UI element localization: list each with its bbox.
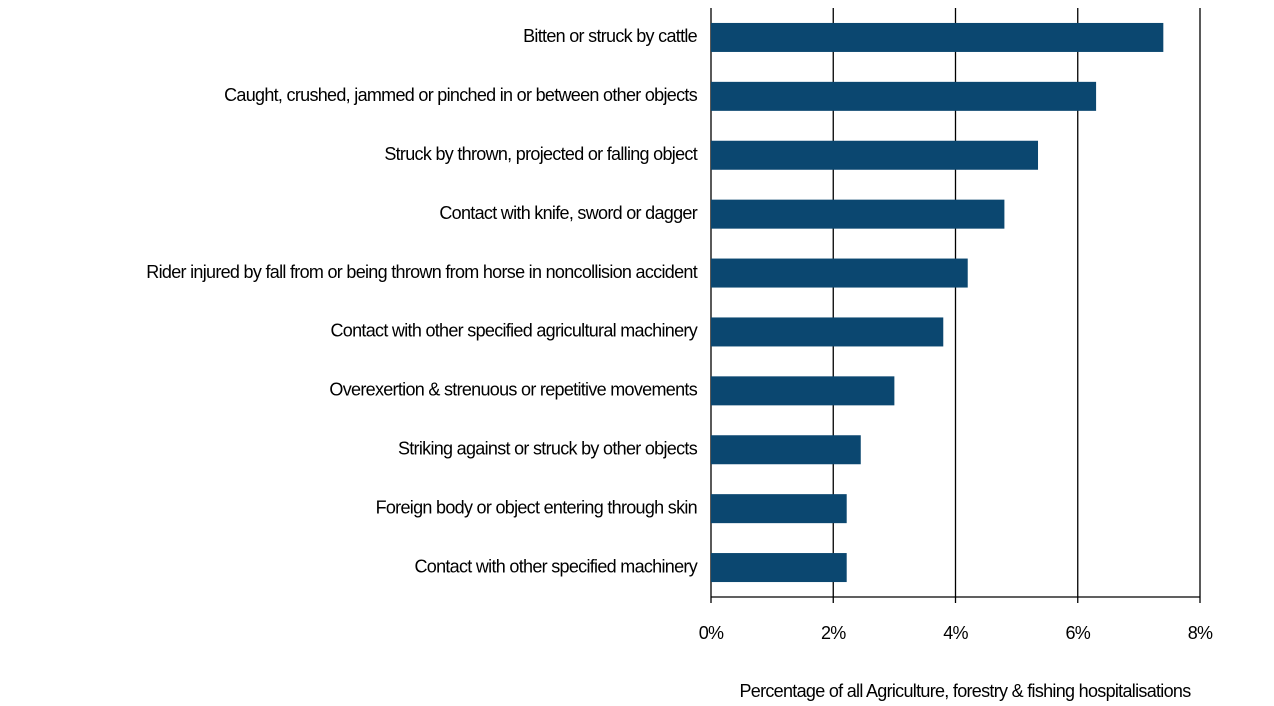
bar: [711, 435, 861, 465]
bar: [711, 81, 1097, 111]
y-tick-label: Foreign body or object entering through …: [376, 497, 697, 517]
y-tick-label: Struck by thrown, projected or falling o…: [384, 144, 697, 164]
x-axis-label: Percentage of all Agriculture, forestry …: [739, 681, 1191, 701]
y-tick-label: Bitten or struck by cattle: [523, 26, 698, 46]
x-tick-label: 2%: [821, 623, 846, 643]
x-tick-label: 4%: [943, 623, 968, 643]
y-tick-label: Overexertion & strenuous or repetitive m…: [329, 380, 697, 400]
y-tick-label: Striking against or struck by other obje…: [398, 439, 698, 459]
bar: [711, 140, 1039, 170]
x-tick-label: 6%: [1065, 623, 1090, 643]
y-tick-label: Contact with knife, sword or dagger: [439, 203, 697, 223]
x-tick-label: 0%: [699, 623, 724, 643]
bar: [711, 22, 1164, 52]
bar: [711, 199, 1005, 229]
bar: [711, 258, 968, 288]
x-tick-label: 8%: [1188, 623, 1213, 643]
y-tick-label: Caught, crushed, jammed or pinched in or…: [224, 85, 698, 105]
y-tick-label: Contact with other specified agricultura…: [331, 321, 698, 341]
y-tick-label: Rider injured by fall from or being thro…: [146, 262, 697, 282]
bar: [711, 376, 895, 406]
y-tick-label: Contact with other specified machinery: [414, 556, 697, 576]
bar: [711, 494, 847, 524]
bar: [711, 317, 944, 347]
bar: [711, 553, 847, 583]
